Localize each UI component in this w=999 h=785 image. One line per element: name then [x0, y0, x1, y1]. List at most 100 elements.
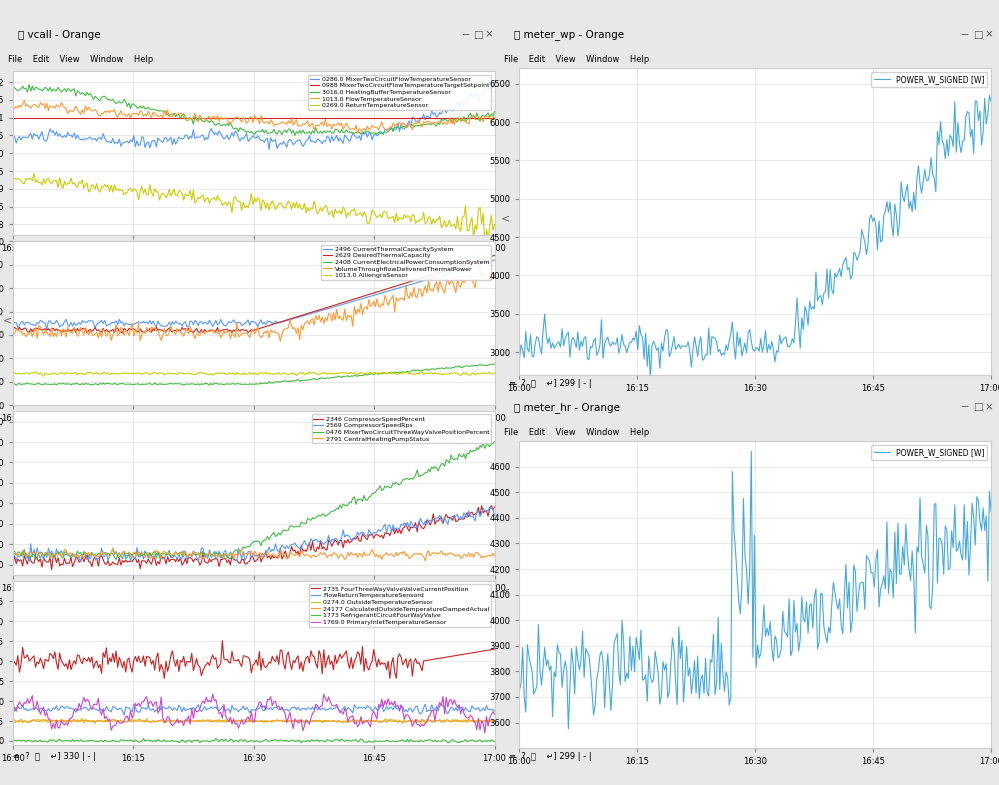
3016.0 HeatingBufferTemperatureSensor [416, 120, 428, 130]
1773 RefrigerantCircuitFourWayValve [294, 736, 306, 745]
0286.0 MixerTwoCircuitFlowTemperatureSensor [9, 132, 21, 141]
Text: ─: ─ [961, 30, 967, 39]
1013.0 AlliengraSensor [7, 369, 19, 378]
POWER_W_SIGNED [W] [515, 679, 527, 688]
POWER_W_SIGNED [W] [513, 354, 525, 363]
3016.0 HeatingBufferTemperatureSensor [305, 130, 317, 139]
POWER_W_SIGNED [W] [983, 91, 995, 100]
1773 RefrigerantCircuitFourWayValve [7, 736, 19, 746]
Text: □: □ [973, 403, 982, 412]
0988 MixerTwoCircuitFlowTemperatureTargetSetpoint [489, 113, 500, 122]
2735 FourThreeWayValveValveCurrentPosition [294, 664, 306, 674]
0286.0 MixerTwoCircuitFlowTemperatureSensor [263, 144, 275, 154]
2569 CompressorSpeedRps [294, 545, 306, 554]
POWER_W_SIGNED [W] [944, 563, 956, 572]
1013.0 AlliengraSensor [416, 367, 428, 377]
3016.0 HeatingBufferTemperatureSensor [9, 83, 21, 93]
VolumeThroughflowDeliveredThermalPower [275, 337, 287, 346]
0274.0 OutsideTemperatureSensor [7, 716, 19, 725]
3016.0 HeatingBufferTemperatureSensor [489, 107, 500, 116]
3016.0 HeatingBufferTemperatureSensor [447, 118, 459, 127]
1013.0 FlowTemperatureSensor [447, 115, 459, 124]
Line: 2735 FourThreeWayValveValveCurrentPosition: 2735 FourThreeWayValveValveCurrentPositi… [13, 641, 495, 678]
POWER_W_SIGNED [W] [644, 375, 656, 385]
1773 RefrigerantCircuitFourWayValve [210, 734, 222, 743]
0269.0 ReturnTemperatureSensor [489, 220, 500, 229]
24177 CalculatedOutsideTemperatureDampedActual [447, 715, 459, 725]
POWER_W_SIGNED [W] [515, 340, 527, 349]
0274.0 OutsideTemperatureSensor [447, 717, 459, 726]
2735 FourThreeWayValveValveCurrentPosition [296, 657, 308, 666]
Text: ≡  ?  📷    ↵] 299 | - |: ≡ ? 📷 ↵] 299 | - | [509, 752, 592, 761]
2735 FourThreeWayValveValveCurrentPosition [384, 674, 396, 683]
2791 CentralHeatingPumpStatus [304, 550, 316, 560]
0988 MixerTwoCircuitFlowTemperatureTargetSetpoint [7, 113, 19, 122]
POWER_W_SIGNED [W] [803, 297, 815, 306]
2346 CompressorSpeedPercent [489, 502, 500, 512]
0988 MixerTwoCircuitFlowTemperatureTargetSetpoint [302, 113, 314, 122]
2735 FourThreeWayValveValveCurrentPosition [217, 636, 229, 645]
0286.0 MixerTwoCircuitFlowTemperatureSensor [294, 135, 306, 144]
2735 FourThreeWayValveValveCurrentPosition [304, 659, 316, 668]
Line: 2408 CurrentElectricalPowerConsumptionSystem: 2408 CurrentElectricalPowerConsumptionSy… [13, 364, 495, 385]
2569 CompressorSpeedRps [9, 551, 21, 560]
0988 MixerTwoCircuitFlowTemperatureTargetSetpoint [413, 113, 425, 122]
1769.0 PrimaryInletTemperatureSensor [9, 703, 21, 712]
1013.0 AlliengraSensor [447, 368, 459, 378]
0269.0 ReturnTemperatureSensor [28, 169, 40, 178]
2629 DesiredThermalCapacity [7, 324, 19, 334]
Line: POWER_W_SIGNED [W]: POWER_W_SIGNED [W] [519, 451, 991, 729]
2346 CompressorSpeedPercent [445, 513, 457, 523]
1013.0 AlliengraSensor [296, 369, 308, 378]
2496 CurrentThermalCapacitySystem [296, 312, 308, 321]
24177 CalculatedOutsideTemperatureDampedActual [9, 715, 21, 725]
0269.0 ReturnTemperatureSensor [294, 199, 306, 209]
Legend: 2496 CurrentThermalCapacitySystem, 2629 DesiredThermalCapacity, 2408 CurrentElec: 2496 CurrentThermalCapacitySystem, 2629 … [321, 244, 492, 280]
2569 CompressorSpeedRps [7, 550, 19, 560]
Line: 24177 CalculatedOutsideTemperatureDampedActual: 24177 CalculatedOutsideTemperatureDamped… [13, 719, 495, 723]
2496 CurrentThermalCapacitySystem [41, 324, 53, 334]
2569 CompressorSpeedRps [484, 502, 496, 512]
1013.0 FlowTemperatureSensor [489, 112, 500, 122]
Text: ×: × [485, 30, 494, 39]
FlowReturnTemperatureSensord [118, 710, 130, 720]
24177 CalculatedOutsideTemperatureDampedActual [123, 714, 135, 724]
Line: 0286.0 MixerTwoCircuitFlowTemperatureSensor: 0286.0 MixerTwoCircuitFlowTemperatureSen… [13, 83, 495, 149]
2569 CompressorSpeedRps [75, 557, 87, 567]
2629 DesiredThermalCapacity [445, 265, 457, 274]
Line: 2629 DesiredThermalCapacity: 2629 DesiredThermalCapacity [13, 255, 495, 333]
2791 CentralHeatingPumpStatus [415, 549, 427, 558]
24177 CalculatedOutsideTemperatureDampedActual [89, 718, 101, 728]
Line: 1769.0 PrimaryInletTemperatureSensor: 1769.0 PrimaryInletTemperatureSensor [13, 694, 495, 733]
3016.0 HeatingBufferTemperatureSensor [296, 129, 308, 138]
2496 CurrentThermalCapacitySystem [294, 312, 306, 322]
VolumeThroughflowDeliveredThermalPower [9, 329, 21, 338]
2346 CompressorSpeedPercent [476, 501, 488, 510]
Text: <: < [500, 586, 509, 597]
0988 MixerTwoCircuitFlowTemperatureTargetSetpoint [294, 113, 306, 122]
FlowReturnTemperatureSensord [447, 703, 459, 713]
3016.0 HeatingBufferTemperatureSensor [23, 80, 35, 89]
0274.0 OutsideTemperatureSensor [294, 716, 306, 725]
POWER_W_SIGNED [W] [942, 151, 954, 160]
1013.0 AlliengraSensor [9, 368, 21, 378]
2346 CompressorSpeedPercent [296, 541, 308, 550]
0269.0 ReturnTemperatureSensor [7, 175, 19, 184]
0476 MixerTwoCircuitThreeWayValvePositionPercent [9, 546, 21, 556]
24177 CalculatedOutsideTemperatureDampedActual [489, 716, 500, 725]
2735 FourThreeWayValveValveCurrentPosition [447, 652, 459, 661]
0476 MixerTwoCircuitThreeWayValvePositionPercent [415, 471, 427, 480]
2408 CurrentElectricalPowerConsumptionSystem [445, 363, 457, 373]
2408 CurrentElectricalPowerConsumptionSystem [7, 378, 19, 388]
2569 CompressorSpeedRps [304, 539, 316, 549]
1013.0 FlowTemperatureSensor [294, 121, 306, 130]
1769.0 PrimaryInletTemperatureSensor [445, 695, 457, 704]
POWER_W_SIGNED [W] [794, 344, 806, 353]
POWER_W_SIGNED [W] [985, 507, 997, 517]
Text: ─: ─ [462, 30, 469, 39]
Text: □: □ [973, 30, 982, 39]
1013.0 FlowTemperatureSensor [296, 122, 308, 131]
24177 CalculatedOutsideTemperatureDampedActual [416, 714, 428, 724]
Line: 1013.0 AlliengraSensor: 1013.0 AlliengraSensor [13, 372, 495, 376]
VolumeThroughflowDeliveredThermalPower [304, 319, 316, 329]
